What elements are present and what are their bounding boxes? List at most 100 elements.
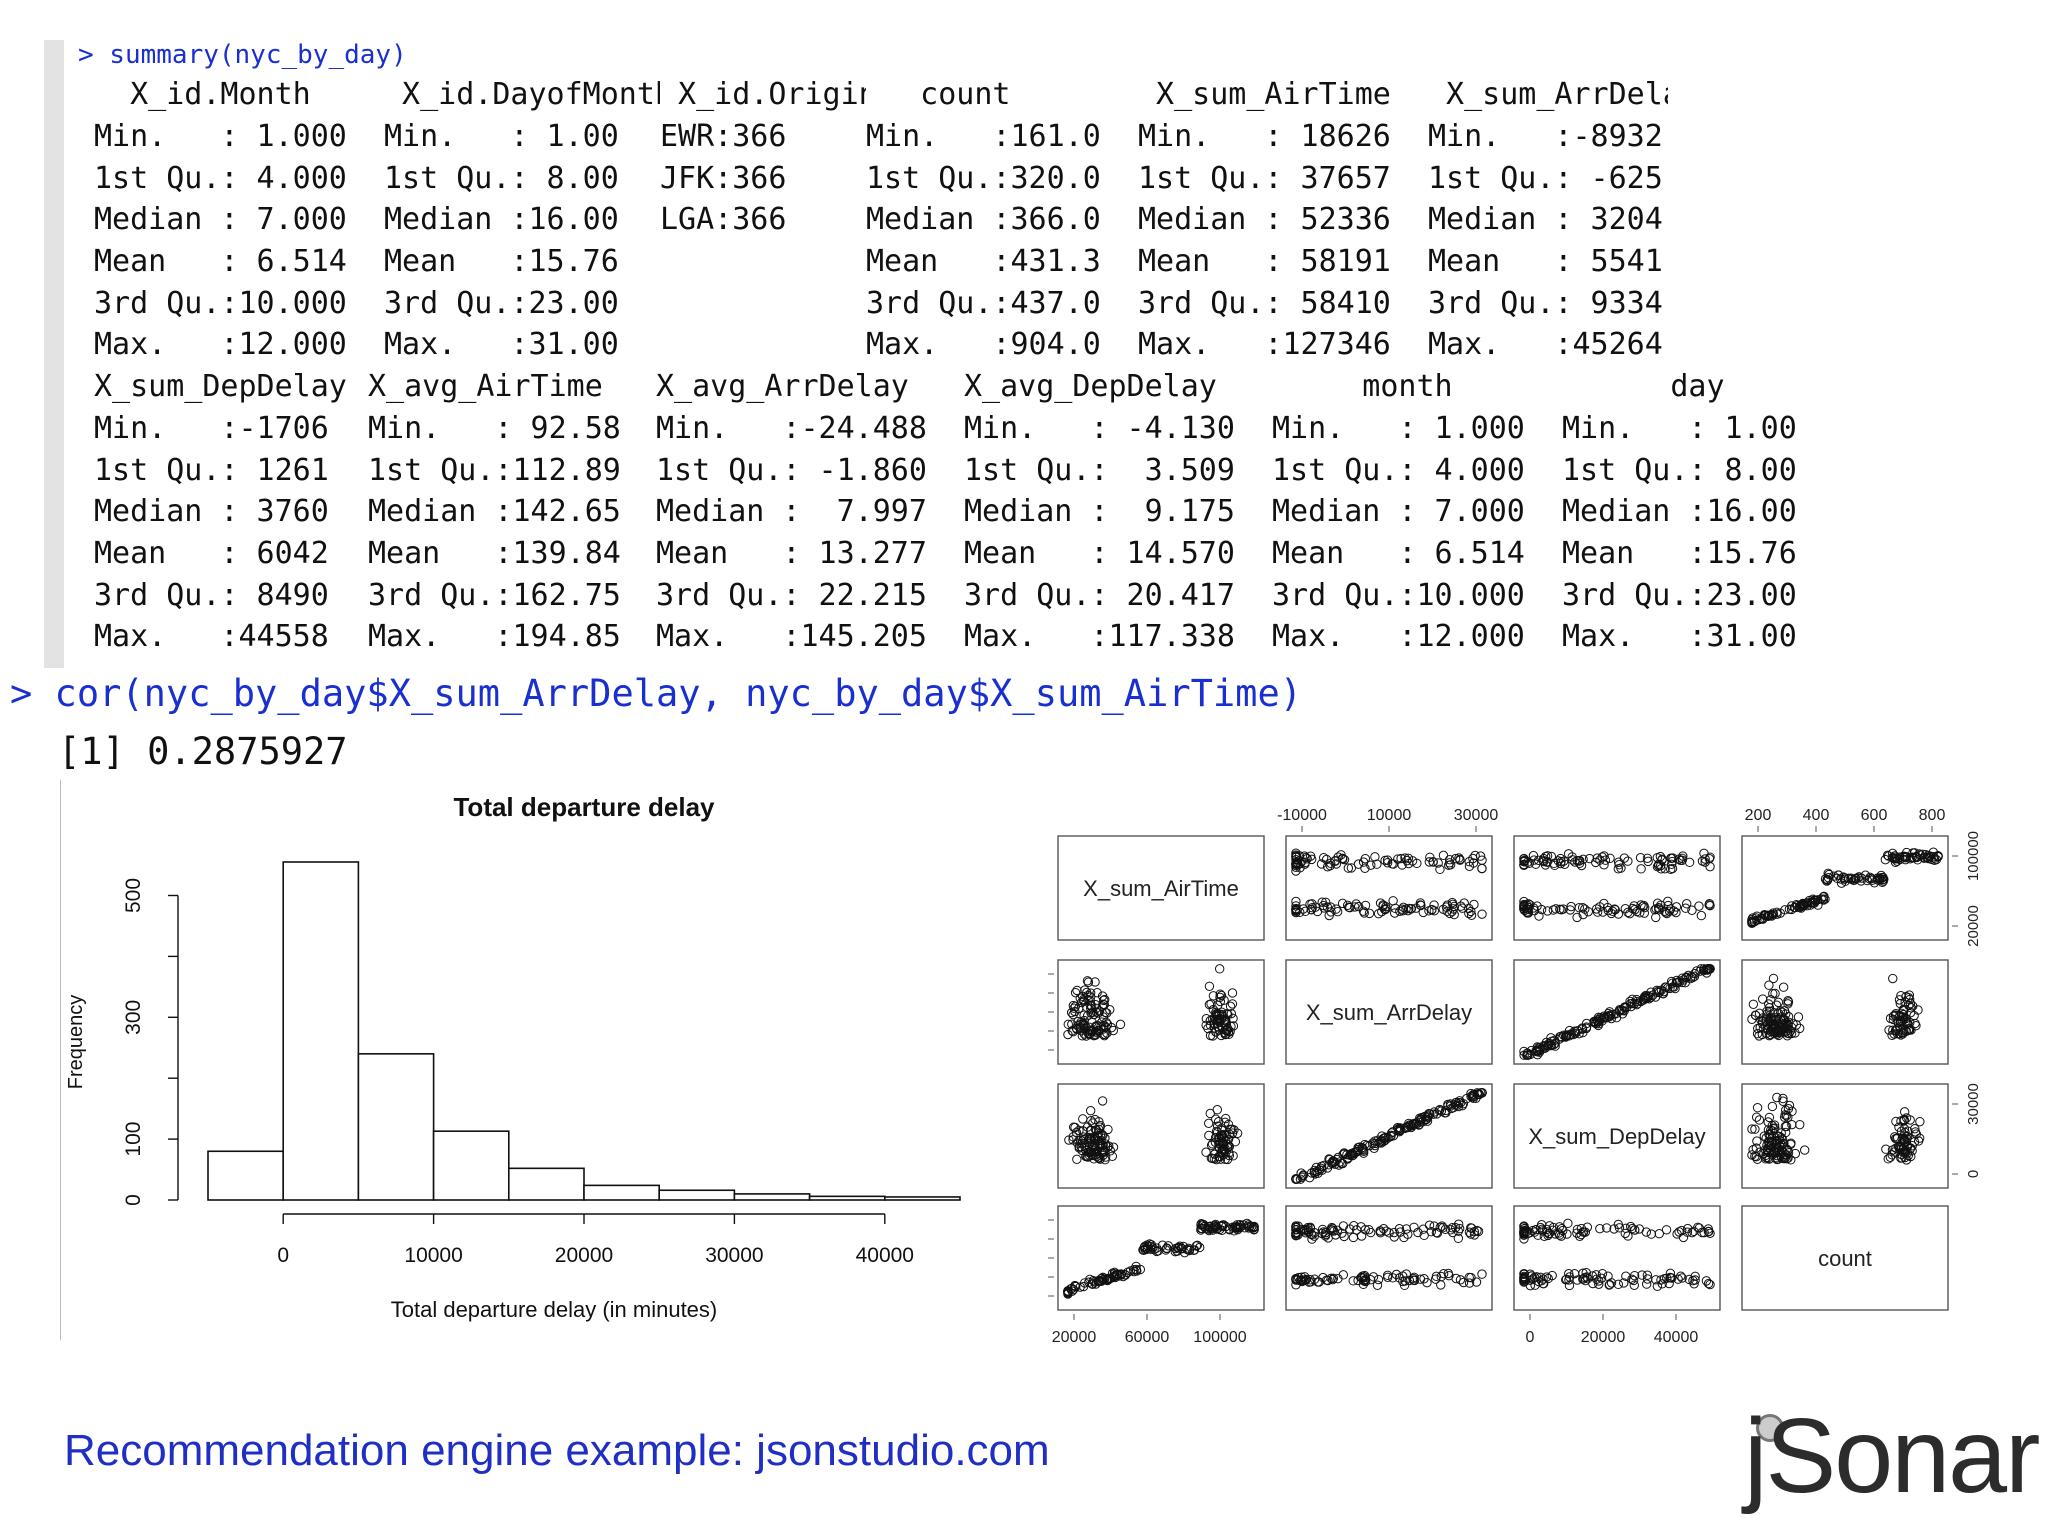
scatter-point <box>1214 1143 1225 1154</box>
scatter-point <box>1329 1157 1340 1167</box>
summary-cell: Max. :117.338 <box>964 619 1272 655</box>
scatter-point <box>1905 998 1916 1009</box>
scatter-point <box>1184 1245 1195 1256</box>
scatter-point <box>1564 1275 1574 1285</box>
scatter-point <box>1595 1223 1605 1234</box>
scatter-point <box>1079 996 1089 1006</box>
pairs-tick-label: 60000 <box>1125 1329 1170 1346</box>
scatter-point <box>1453 1233 1464 1244</box>
scatter-point <box>1210 1132 1221 1143</box>
scatter-point <box>1204 1225 1214 1236</box>
pairs-panel <box>1285 1205 1493 1311</box>
scatter-point <box>1658 988 1668 999</box>
scatter-point <box>1625 999 1636 1009</box>
scatter-point <box>1669 906 1679 916</box>
scatter-point <box>1629 901 1639 911</box>
histogram-bar <box>808 1195 886 1201</box>
scatter-point <box>1438 1268 1449 1279</box>
scatter-point <box>1423 1112 1433 1123</box>
pairs-tick-label: 800 <box>1919 807 1946 824</box>
scatter-point <box>1907 1141 1917 1151</box>
scatter-point <box>1306 1168 1317 1178</box>
summary-cell: X_id.Origin <box>678 77 866 113</box>
scatter-point <box>1389 908 1400 918</box>
scatter-point <box>1554 1034 1565 1044</box>
scatter-point <box>1594 1017 1604 1027</box>
scatter-point <box>1663 896 1673 907</box>
pairs-panel <box>1057 1205 1265 1311</box>
summary-cell: Median : 7.997 <box>656 494 945 530</box>
scatter-point <box>1467 1092 1478 1102</box>
histogram-x-axis-label: Total departure delay (in minutes) <box>391 1297 718 1322</box>
scatter-point <box>1348 1276 1358 1286</box>
scatter-point <box>1432 1228 1443 1238</box>
scatter-point <box>1456 901 1466 911</box>
scatter-point <box>1635 908 1645 918</box>
scatter-point <box>1094 1138 1105 1148</box>
scatter-point <box>1332 906 1343 917</box>
scatter-point <box>1307 902 1317 913</box>
scatter-point <box>1548 1225 1558 1235</box>
scatter-point <box>1075 1022 1086 1032</box>
pairs-tick-label: 20000 <box>1052 1329 1097 1346</box>
scatter-point <box>1611 1013 1622 1023</box>
scatter-point <box>1902 1017 1912 1027</box>
scatter-point <box>1105 1005 1115 1015</box>
scatter-point <box>1327 1223 1338 1234</box>
pairs-tick-label: 400 <box>1803 807 1830 824</box>
scatter-point <box>1547 1270 1557 1281</box>
pairs-scatter-matrix: X_sum_AirTime X_sum_ArrDelay X_sum_DepDela… <box>1048 807 1982 1346</box>
console-command-cor: > cor(nyc_by_day$X_sum_ArrDelay, nyc_by_… <box>10 672 1303 715</box>
scatter-point <box>1377 1136 1387 1146</box>
scatter-point <box>1317 897 1327 907</box>
scatter-point <box>1083 977 1094 987</box>
scatter-point <box>1566 901 1576 912</box>
scatter-point <box>1767 1136 1777 1146</box>
scatter-point <box>1212 1105 1223 1115</box>
scatter-point <box>1370 852 1380 862</box>
scatter-point <box>1770 1013 1781 1023</box>
scatter-point <box>1360 863 1370 873</box>
summary-cell: 1st Qu.:112.89 <box>368 452 639 488</box>
scatter-point <box>1627 1223 1637 1234</box>
scatter-point <box>1404 1118 1414 1129</box>
scatter-point <box>1108 1271 1119 1281</box>
scatter-point <box>1756 913 1767 923</box>
scatter-point <box>1620 903 1631 914</box>
pairs-tick-label: 100000 <box>1193 1329 1246 1346</box>
scatter-point <box>1466 910 1477 920</box>
scatter-point <box>1642 853 1653 863</box>
scatter-point <box>1751 1151 1762 1162</box>
scatter-point <box>1595 902 1605 912</box>
scatter-point <box>1068 1000 1079 1011</box>
scatter-point <box>1531 1045 1541 1056</box>
scatter-point <box>1880 854 1891 865</box>
scatter-point <box>1388 1131 1399 1141</box>
scatter-point <box>1888 973 1898 984</box>
scatter-point <box>1215 1154 1226 1164</box>
scatter-point <box>1230 1137 1241 1147</box>
footer-link[interactable]: Recommendation engine example: jsonstudi… <box>64 1426 1050 1475</box>
scatter-point <box>1445 908 1455 919</box>
scatter-point <box>1404 903 1414 914</box>
scatter-point <box>1750 1124 1760 1134</box>
scatter-point <box>1593 1020 1603 1031</box>
summary-row: X_sum_DepDelay X_avg_AirTime X_avg_ArrDe… <box>94 366 1802 408</box>
scatter-point <box>1887 1030 1897 1041</box>
scatter-point <box>1888 1014 1899 1025</box>
scatter-point <box>1203 1224 1213 1235</box>
pairs-panel <box>1285 835 1493 941</box>
pairs-tick-label: 0 <box>1526 1329 1535 1346</box>
scatter-point <box>1768 908 1778 918</box>
scatter-point <box>1563 1218 1573 1229</box>
scatter-point <box>1531 1272 1542 1282</box>
scatter-point <box>1892 1134 1902 1144</box>
scatter-point <box>1369 1143 1379 1153</box>
scatter-point <box>1074 1136 1084 1146</box>
scatter-point <box>1391 1269 1402 1280</box>
scatter-point <box>1444 854 1455 865</box>
summary-cell: EWR:366 <box>660 119 787 155</box>
scatter-point <box>1090 977 1100 987</box>
scatter-point <box>1822 874 1832 885</box>
summary-row: Max. :44558 Max. :194.85 Max. :145.205 M… <box>94 616 1802 658</box>
